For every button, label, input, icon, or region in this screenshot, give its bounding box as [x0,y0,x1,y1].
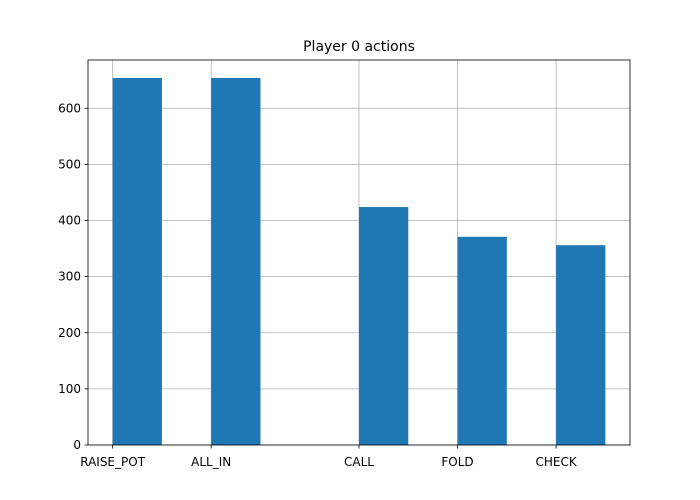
chart-title: Player 0 actions [303,39,415,55]
bar [359,207,409,445]
bar [556,245,606,445]
y-tick-label: 0 [73,438,81,452]
bar [211,77,261,446]
bars [112,77,606,446]
y-tick-label: 500 [58,157,81,171]
x-tick-label: CHECK [535,455,577,469]
x-tick-label: ALL_IN [191,455,231,469]
y-tick-label: 300 [58,270,81,284]
y-tick-label: 100 [58,382,81,396]
plot-frame [87,59,631,446]
y-tick-label: 400 [58,214,81,228]
y-tick-label: 600 [58,101,81,115]
y-tick-label: 200 [58,326,81,340]
x-axis: RAISE_POT ALL_IN CALL FOLD CHECK [80,445,578,469]
x-tick-label: RAISE_POT [80,455,145,469]
x-tick-label: CALL [344,455,374,469]
x-tick-label: FOLD [441,455,473,469]
bar [112,77,162,446]
bar [457,236,507,445]
y-axis: 0 100 200 300 400 500 600 [58,101,88,452]
